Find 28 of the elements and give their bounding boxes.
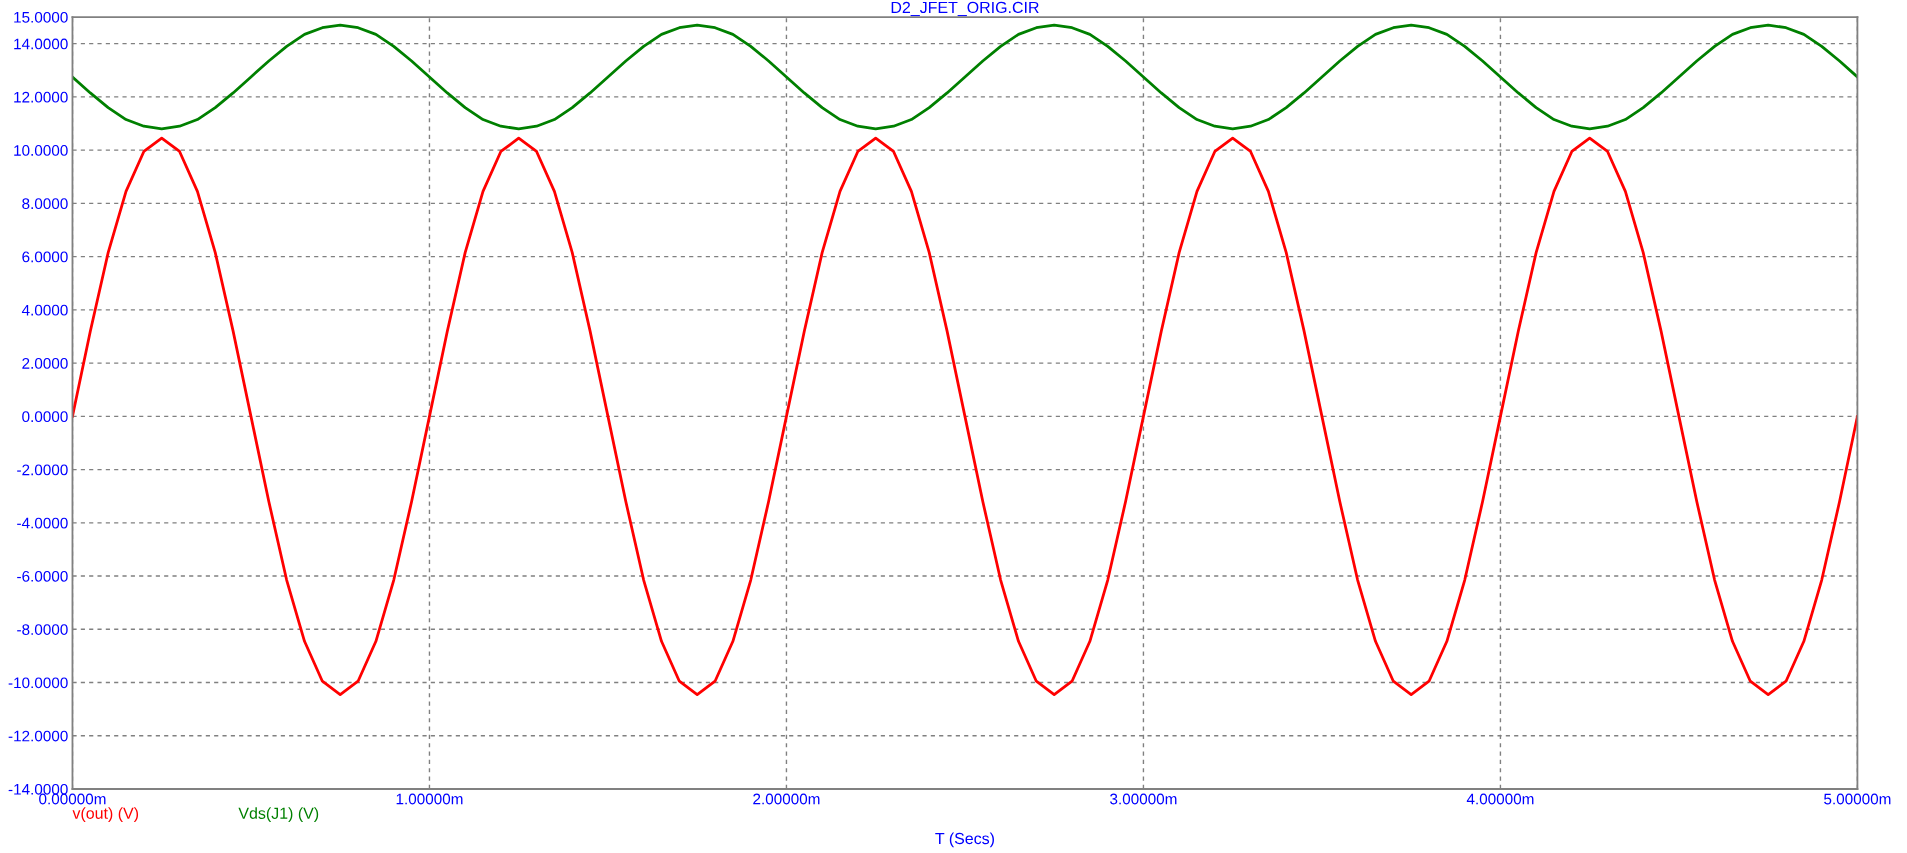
y-tick-label: 10.0000 [14, 145, 68, 156]
y-tick-label: -12.0000 [8, 730, 68, 742]
x-tick-label: 2.00000m [753, 793, 820, 805]
y-tick-label: -6.0000 [17, 570, 68, 582]
y-tick-label: 6.0000 [22, 251, 68, 263]
text: Vds(J1) (V) [238, 807, 319, 823]
x-tick-label: 1.00000m [396, 793, 463, 805]
line-series [72, 136, 1858, 696]
y-tick-label: -14.0000 [8, 783, 68, 795]
y-tick-label: 15.0000 [14, 11, 68, 23]
line-series [72, 23, 1858, 131]
y-tick-label: -10.0000 [8, 677, 68, 689]
x-tick-label: 4.00000m [1466, 793, 1534, 805]
x-tick-label: 0.00000m [39, 793, 106, 805]
y-tick-label: 2.0000 [22, 357, 68, 369]
y-tick-label: 14.0000 [14, 38, 68, 50]
y-tick-label: 0.0000 [22, 411, 68, 423]
y-tick-label: 4.0000 [21, 304, 68, 316]
y-tick-label: -4.0000 [17, 517, 68, 529]
x-tick-label: 3.00000m [1110, 793, 1177, 805]
y-tick-label: -2.0000 [17, 464, 68, 476]
y-tick-label: 12.0000 [14, 91, 68, 103]
y-tick-label: -8.0000 [17, 624, 68, 635]
y-tick-label: 8.0000 [22, 198, 68, 210]
chart-title: D2_JFET_ORIG.CIR [891, 1, 1039, 17]
x-tick-label: 5.00000m [1824, 793, 1891, 805]
x-axis-title: T (Secs) [935, 832, 994, 848]
text: v(out) (V) [72, 807, 139, 823]
